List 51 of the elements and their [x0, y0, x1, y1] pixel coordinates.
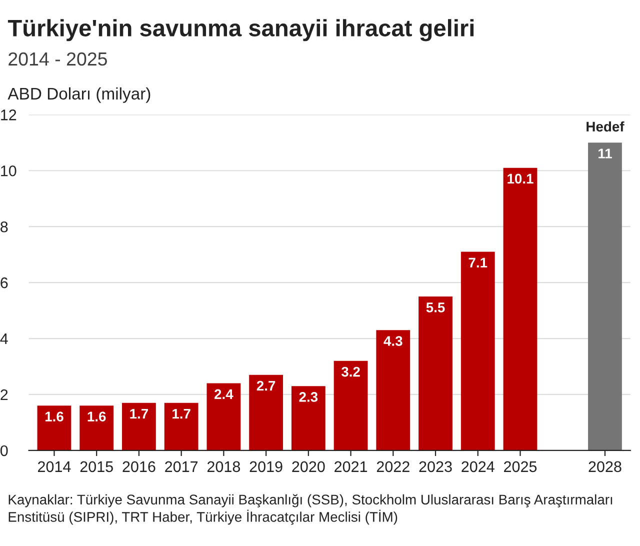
data-label: 5.5 [426, 302, 445, 312]
y-tick-label: 6 [0, 277, 8, 288]
x-tick-label: 2014 [38, 461, 71, 472]
y-tick-label: 2 [0, 389, 8, 400]
y-tick-label: 10 [1, 165, 16, 176]
annotation: Hedef [586, 121, 624, 132]
data-label: 7.1 [468, 258, 488, 268]
data-label: 1.7 [172, 408, 190, 419]
bar [249, 374, 283, 450]
x-tick-label: 2015 [80, 461, 113, 472]
bar [376, 330, 410, 450]
data-label: 2.7 [256, 380, 276, 391]
bar [80, 406, 114, 450]
x-tick-label: 2021 [334, 461, 368, 472]
x-tick-label: 2018 [207, 461, 240, 472]
data-label: 10.1 [508, 174, 534, 184]
x-tick-label: 2019 [250, 461, 282, 472]
y-tick-label: 4 [0, 334, 8, 344]
x-tick-label: 2023 [419, 461, 452, 472]
bar [334, 360, 368, 450]
y-tick-label: 8 [0, 221, 8, 232]
x-tick-label: 2016 [122, 461, 156, 472]
data-label: 1.7 [130, 408, 148, 419]
bar [588, 142, 622, 450]
text: Kaynaklar: Türkiye Savunma Sanayii Başkanlığı (SSB), Stockholm Uluslararası Barış Araştırmaları Enstitüsü (SIPRI), TRT Haber, Türkiye İhracatçılar Meclisi (TİM) [8, 494, 612, 525]
bar [164, 402, 198, 450]
data-label: 1.6 [88, 412, 106, 422]
data-label: 3.2 [341, 366, 360, 377]
x-tick-label: 2028 [588, 461, 622, 472]
x-tick-label: 2025 [504, 461, 537, 472]
data-label: 4.3 [384, 336, 402, 346]
data-label: 1.6 [45, 412, 64, 422]
data-label: 2.4 [214, 389, 234, 399]
bar [37, 406, 72, 450]
bar [291, 386, 326, 450]
bar [418, 296, 452, 450]
data-label: 11 [598, 148, 612, 158]
chart-title: Türkiye'nin savunma sanayii ihracat geliri [8, 19, 474, 42]
bar [503, 168, 538, 450]
y-axis-title: ABD Doları (milyar) [8, 87, 150, 103]
y-tick-label: 0 [0, 445, 8, 456]
x-tick-label: 2017 [165, 461, 198, 472]
x-tick-label: 2024 [462, 461, 494, 472]
bar [206, 383, 241, 450]
x-tick-label: 2020 [292, 461, 325, 472]
data-label: 2.3 [299, 392, 318, 402]
x-tick-label: 2022 [376, 461, 410, 472]
bar [460, 252, 495, 450]
y-tick-label: 12 [1, 110, 16, 120]
bar [122, 402, 156, 450]
chart-subtitle: 2014 - 2025 [8, 52, 107, 66]
